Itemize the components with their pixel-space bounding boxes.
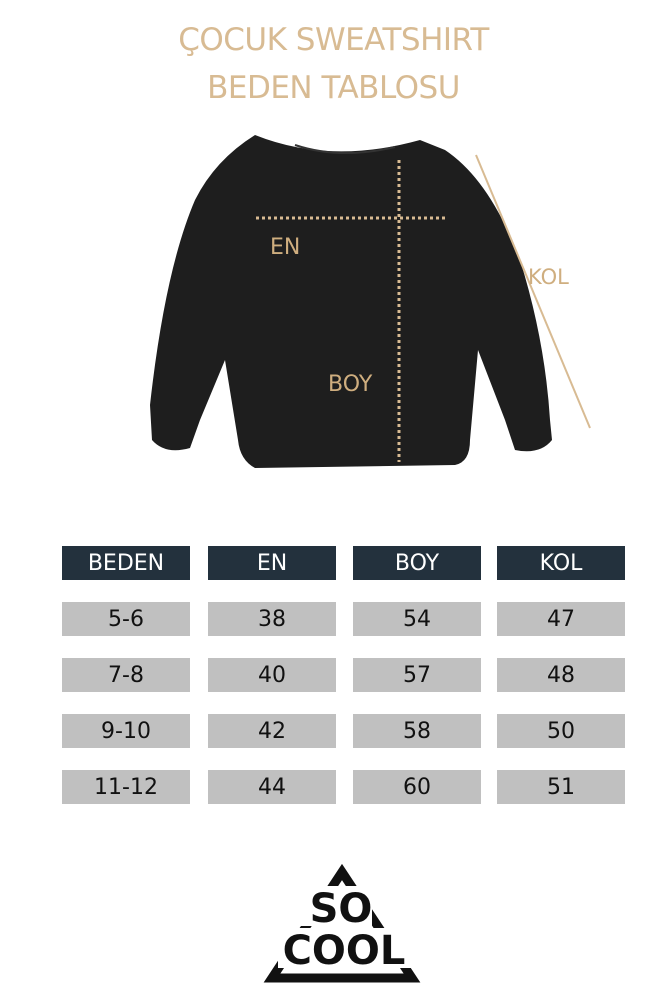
table-cell: 40: [208, 658, 336, 692]
table-cell: 51: [497, 770, 625, 804]
table-cell: 48: [497, 658, 625, 692]
table-cell: 54: [353, 602, 481, 636]
boy-label: BOY: [328, 372, 373, 397]
so-cool-logo: SO COOL: [263, 863, 421, 983]
table-cell: 42: [208, 714, 336, 748]
title-line-2: BEDEN TABLOSU: [207, 70, 460, 106]
table-cell: 7-8: [62, 658, 190, 692]
table-cell: 38: [208, 602, 336, 636]
table-cell: 57: [353, 658, 481, 692]
header-kol: KOL: [497, 546, 625, 580]
kol-measure-line: [475, 154, 591, 429]
table-cell: 11-12: [62, 770, 190, 804]
table-cell: 44: [208, 770, 336, 804]
header-en: EN: [208, 546, 336, 580]
table-cell: 60: [353, 770, 481, 804]
en-label: EN: [270, 235, 301, 260]
svg-text:COOL: COOL: [283, 928, 406, 974]
table-cell: 58: [353, 714, 481, 748]
header-boy: BOY: [353, 546, 481, 580]
kol-label: KOL: [528, 265, 569, 289]
svg-text:SO: SO: [310, 886, 373, 932]
header-beden: BEDEN: [62, 546, 190, 580]
table-cell: 50: [497, 714, 625, 748]
table-cell: 5-6: [62, 602, 190, 636]
title-line-1: ÇOCUK SWEATSHIRT: [178, 22, 489, 58]
table-cell: 47: [497, 602, 625, 636]
sweatshirt-shape: [150, 135, 552, 468]
table-cell: 9-10: [62, 714, 190, 748]
